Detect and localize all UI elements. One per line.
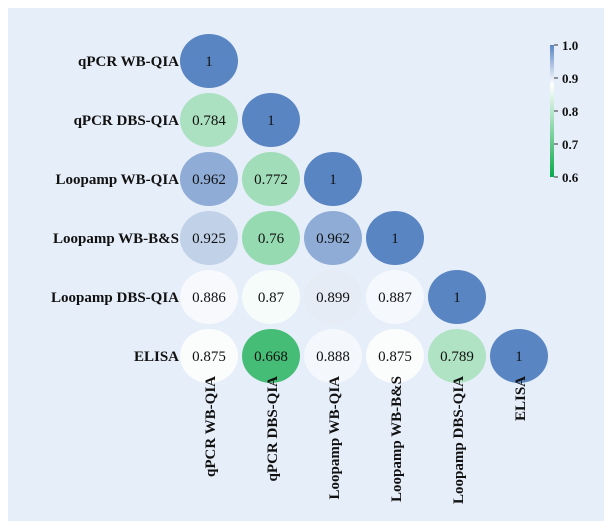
cell-5-4 (428, 329, 486, 383)
column-label-loopamp-wb-qia: Loopamp WB-QIA (327, 376, 343, 500)
row-label-qpcr-wb-qia: qPCR WB-QIA (78, 54, 179, 70)
column-label-qpcr-dbs-qia: qPCR DBS-QIA (265, 376, 281, 482)
colorbar-tick-label: 0.6 (562, 170, 579, 185)
cell-value-5-5: 1 (515, 349, 523, 365)
column-label-qpcr-wb-qia: qPCR WB-QIA (203, 376, 219, 477)
cell-4-2 (304, 270, 362, 324)
cell-5-0 (180, 329, 238, 383)
colorbar-tick-label: 0.9 (562, 71, 579, 86)
cell-value-3-2: 0.962 (316, 231, 350, 247)
column-label-loopamp-dbs-qia: Loopamp DBS-QIA (451, 376, 467, 504)
colorbar-tick-label: 0.7 (562, 137, 579, 152)
cell-value-5-2: 0.888 (316, 349, 350, 365)
colorbar-tick-label: 1.0 (562, 38, 578, 53)
cell-value-5-4: 0.789 (440, 349, 474, 365)
cell-value-2-0: 0.962 (192, 172, 226, 188)
column-label-elisa: ELISA (513, 376, 529, 421)
chart-area: qPCR WB-QIA qPCR DBS-QIA Loopamp WB-QIA Loo… (8, 8, 604, 521)
cell-value-2-1: 0.772 (254, 172, 288, 188)
cell-4-1 (242, 270, 300, 324)
heatmap-cells: 1 0.784 1 0.962 0.772 1 0.925 0.76 0.962 1 0.886 0.… (180, 34, 548, 383)
cell-4-3 (366, 270, 424, 324)
cell-2-2 (304, 152, 362, 206)
cell-value-1-1: 1 (267, 113, 275, 129)
colorbar-legend: 1.0 0.9 0.8 0.7 0.6 (550, 38, 579, 185)
cell-value-4-4: 1 (453, 290, 461, 306)
cell-value-3-1: 0.76 (258, 231, 285, 247)
cell-value-0-0: 1 (205, 54, 213, 70)
cell-value-4-2: 0.899 (316, 290, 350, 306)
cell-4-0 (180, 270, 238, 324)
colorbar-gradient (550, 45, 554, 177)
cell-1-0 (180, 93, 238, 147)
cell-5-5 (490, 329, 548, 383)
cell-value-5-0: 0.875 (192, 349, 226, 365)
row-labels: qPCR WB-QIA qPCR DBS-QIA Loopamp WB-QIA Loo… (51, 54, 179, 365)
cell-value-4-0: 0.886 (192, 290, 226, 306)
cell-2-1 (242, 152, 300, 206)
cell-value-3-3: 1 (391, 231, 399, 247)
cell-5-2 (304, 329, 362, 383)
cell-value-3-0: 0.925 (192, 231, 226, 247)
cell-3-3 (366, 211, 424, 265)
row-label-loopamp-wb-qia: Loopamp WB-QIA (55, 172, 179, 188)
cell-3-1 (242, 211, 300, 265)
colorbar-tick-label: 0.8 (562, 104, 579, 119)
cell-value-1-0: 0.784 (192, 113, 226, 129)
column-labels: qPCR WB-QIA qPCR DBS-QIA Loopamp WB-QIA Loo… (203, 376, 529, 504)
cell-5-1 (242, 329, 300, 383)
cell-2-0 (180, 152, 238, 206)
column-label-loopamp-wb-bands: Loopamp WB-B&S (389, 376, 405, 502)
cell-value-5-1: 0.668 (254, 349, 288, 365)
correlation-heatmap: qPCR WB-QIA qPCR DBS-QIA Loopamp WB-QIA Loo… (51, 34, 579, 504)
row-label-loopamp-wb-bands: Loopamp WB-B&S (53, 231, 179, 247)
cell-1-1 (242, 93, 300, 147)
cell-value-5-3: 0.875 (378, 349, 412, 365)
row-label-elisa: ELISA (134, 349, 179, 365)
cell-3-2 (304, 211, 362, 265)
row-label-loopamp-dbs-qia: Loopamp DBS-QIA (51, 290, 179, 306)
cell-value-4-1: 0.87 (258, 290, 285, 306)
row-label-qpcr-dbs-qia: qPCR DBS-QIA (74, 113, 180, 129)
cell-value-2-2: 1 (329, 172, 337, 188)
cell-4-4 (428, 270, 486, 324)
cell-0-0 (180, 34, 238, 88)
cell-3-0 (180, 211, 238, 265)
cell-value-4-3: 0.887 (378, 290, 412, 306)
cell-5-3 (366, 329, 424, 383)
